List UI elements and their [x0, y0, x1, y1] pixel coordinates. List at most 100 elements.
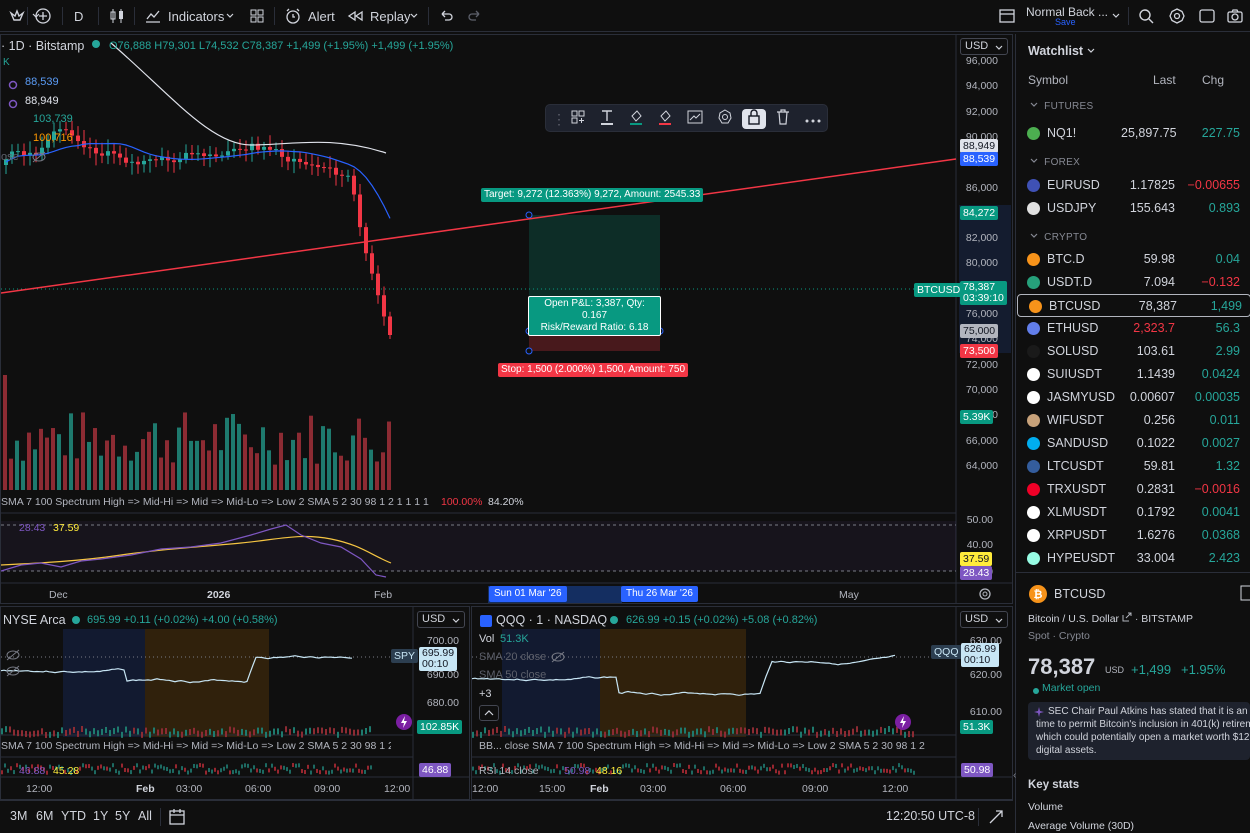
currency-select[interactable]: USD: [960, 38, 1008, 55]
chart-legend-symbol[interactable]: · 1D · Bitstamp: [1, 39, 84, 53]
search-button[interactable]: [1137, 0, 1155, 32]
group-forex[interactable]: FOREX: [1030, 157, 1080, 168]
watchlist-row[interactable]: LTCUSDT 59.81 1.32: [1016, 455, 1250, 478]
watchlist-row[interactable]: EURUSD 1.17825 −0.00655: [1016, 174, 1250, 197]
range-6m[interactable]: 6M: [36, 809, 54, 823]
qqq-currency-select[interactable]: USD: [960, 611, 1008, 628]
qqq-chart-canvas[interactable]: [472, 607, 1012, 799]
qqq-more-indicators[interactable]: +3: [479, 688, 492, 700]
details-symbol[interactable]: BTCUSD: [1054, 587, 1106, 601]
layouts-button[interactable]: [248, 0, 266, 32]
watchlist-row[interactable]: WIFUSDT 0.256 0.011: [1016, 409, 1250, 432]
details-grid-button[interactable]: [1240, 585, 1250, 604]
text-tool-button[interactable]: [596, 109, 618, 129]
stop-label[interactable]: Stop: 1,500 (2.000%) 1,500, Amount: 750: [498, 363, 689, 377]
spectrum-indicator-legend[interactable]: SMA 7 100 Spectrum High => Mid-Hi => Mid…: [1, 496, 429, 508]
main-chart-pane[interactable]: · 1D · Bitstamp O76,888 H79,301 L74,532 …: [0, 34, 1013, 604]
undo-button[interactable]: [438, 0, 454, 32]
range-5y[interactable]: 5Y: [115, 809, 131, 823]
group-futures[interactable]: FUTURES: [1030, 101, 1094, 112]
add-alert-button[interactable]: [684, 109, 706, 129]
delete-button[interactable]: [772, 109, 794, 129]
range-1y[interactable]: 1Y: [93, 809, 109, 823]
alert-button[interactable]: Alert: [284, 0, 335, 32]
stop-color-button[interactable]: [654, 109, 676, 129]
lightning-button[interactable]: [395, 713, 413, 734]
indicators-button[interactable]: Indicators: [144, 0, 224, 32]
layout-dropdown[interactable]: [1112, 0, 1120, 32]
watchlist-row[interactable]: XLMUSDT 0.1792 0.0041: [1016, 501, 1250, 524]
spy-currency-select[interactable]: USD: [417, 611, 465, 628]
layout-name[interactable]: Normal Back ...: [1026, 5, 1109, 19]
panel-collapse-handle[interactable]: ‹: [1013, 770, 1017, 781]
redo-button[interactable]: [467, 0, 483, 32]
loss-zone: [529, 331, 660, 351]
settings-button[interactable]: [1168, 0, 1186, 32]
news-card[interactable]: SEC Chair Paul Atkins has stated that it…: [1028, 702, 1250, 760]
indicator-bar: [523, 765, 525, 770]
layout-menu-button[interactable]: [998, 0, 1016, 32]
time-axis-settings[interactable]: [978, 587, 992, 604]
watchlist-row[interactable]: SOLUSD 103.61 2.99: [1016, 340, 1250, 363]
settings-button[interactable]: [714, 109, 736, 129]
pnl-label[interactable]: Open P&L: 3,387, Qty: 0.167 Risk/Reward …: [528, 296, 661, 336]
watchlist-row[interactable]: USDT.D 7.094 −0.132: [1016, 271, 1250, 294]
drag-handle-icon[interactable]: ⋮: [552, 111, 566, 127]
column-chg[interactable]: Chg: [1202, 73, 1225, 87]
spy-axis-3: 680.00: [426, 697, 459, 709]
range-ytd[interactable]: YTD: [61, 809, 86, 823]
hide-indicator-toggle[interactable]: [550, 651, 566, 666]
candle-body: [226, 151, 230, 156]
watchlist-row[interactable]: NQ1! 25,897.75 227.75: [1016, 122, 1250, 145]
hide-indicator-toggle[interactable]: [5, 665, 21, 680]
replay-dropdown[interactable]: [410, 0, 418, 32]
volume-bar: [792, 726, 794, 733]
screenshot-button[interactable]: [1226, 0, 1244, 32]
spy-indicator-legend[interactable]: SMA 7 100 Spectrum High => Mid-Hi => Mid…: [1, 740, 391, 752]
watchlist-row[interactable]: ETHUSD 2,323.7 56.3: [1016, 317, 1250, 340]
replay-button[interactable]: Replay: [346, 0, 410, 32]
symbol-logo-icon: [1027, 414, 1040, 427]
watchlist-row[interactable]: XRPUSDT 1.6276 0.0368: [1016, 524, 1250, 547]
watchlist-row[interactable]: USDJPY 155.643 0.893: [1016, 197, 1250, 220]
chart-type-button[interactable]: [108, 0, 126, 32]
template-button[interactable]: [567, 109, 589, 129]
volume-bar: [161, 728, 163, 735]
qqq-chart-pane[interactable]: QQQ · 1 · NASDAQ 626.99 +0.15 (+0.02%) +…: [471, 606, 1013, 800]
spy-chart-canvas[interactable]: [1, 607, 469, 799]
spy-chart-pane[interactable]: NYSE Arca 695.99 +0.11 (+0.02%) +4.00 (+…: [0, 606, 470, 800]
column-last[interactable]: Last: [1153, 73, 1176, 87]
lock-button[interactable]: [742, 109, 766, 129]
lightning-button[interactable]: [894, 713, 912, 734]
watchlist-row[interactable]: SUIUSDT 1.1439 0.0424: [1016, 363, 1250, 386]
watchlist-row[interactable]: JASMYUSD 0.00607 0.00035: [1016, 386, 1250, 409]
group-crypto[interactable]: CRYPTO: [1030, 232, 1087, 243]
more-button[interactable]: [802, 109, 824, 129]
add-symbol-button[interactable]: [34, 0, 52, 32]
watchlist-row[interactable]: TRXUSDT 0.2831 −0.0016: [1016, 478, 1250, 501]
watchlist-row[interactable]: BTCUSD 78,387 1,499: [1017, 294, 1250, 317]
external-link-icon[interactable]: [1122, 612, 1132, 622]
main-chart-canvas[interactable]: [1, 35, 1012, 603]
fullscreen-button[interactable]: [1198, 0, 1216, 32]
clock-timezone[interactable]: 12:20:50 UTC-8: [886, 809, 975, 823]
maximize-button[interactable]: [988, 809, 1004, 828]
qqq-legend[interactable]: QQQ · 1 · NASDAQ: [496, 613, 608, 627]
hide-indicator-toggle[interactable]: [31, 151, 47, 166]
interval-button[interactable]: D: [74, 8, 84, 24]
range-3m[interactable]: 3M: [10, 809, 28, 823]
collapse-legend-button[interactable]: [479, 705, 499, 721]
watchlist-row[interactable]: BTC.D 59.98 0.04: [1016, 248, 1250, 271]
qqq-indicator-legend[interactable]: BB... close SMA 7 100 Spectrum High => M…: [479, 740, 925, 752]
watchlist-title-button[interactable]: Watchlist: [1028, 44, 1095, 58]
hide-indicator-toggle[interactable]: [5, 649, 21, 664]
watchlist-row[interactable]: HYPEUSDT 33.004 2.423: [1016, 547, 1250, 570]
go-to-date-button[interactable]: [168, 808, 186, 829]
spy-legend[interactable]: NYSE Arca: [3, 613, 66, 627]
range-all[interactable]: All: [138, 809, 152, 823]
column-symbol[interactable]: Symbol: [1028, 73, 1069, 87]
indicators-dropdown[interactable]: [226, 0, 234, 32]
watchlist-row[interactable]: SANDUSD 0.1022 0.0027: [1016, 432, 1250, 455]
fill-color-button[interactable]: [625, 109, 647, 129]
target-label[interactable]: Target: 9,272 (12.363%) 9,272, Amount: 2…: [481, 188, 704, 202]
